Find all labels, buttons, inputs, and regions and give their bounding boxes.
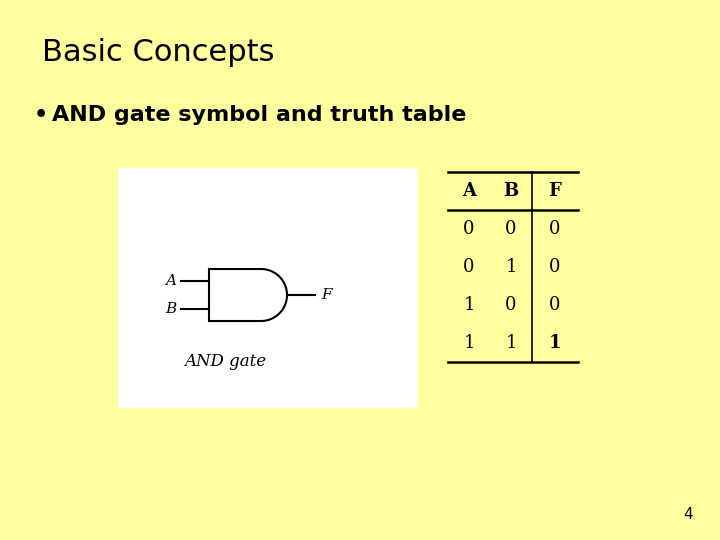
FancyBboxPatch shape	[118, 168, 418, 408]
Text: Basic Concepts: Basic Concepts	[42, 38, 274, 67]
Text: 0: 0	[463, 220, 474, 238]
Text: 0: 0	[505, 296, 517, 314]
Text: 0: 0	[505, 220, 517, 238]
Text: 1: 1	[463, 334, 474, 352]
Text: 1: 1	[549, 334, 562, 352]
Text: 0: 0	[549, 258, 561, 276]
Text: 0: 0	[549, 220, 561, 238]
Text: •: •	[34, 105, 48, 125]
Text: A: A	[165, 274, 176, 288]
Text: AND gate symbol and truth table: AND gate symbol and truth table	[52, 105, 467, 125]
Text: F: F	[549, 182, 562, 200]
Text: B: B	[503, 182, 518, 200]
Text: 1: 1	[463, 296, 474, 314]
Text: A: A	[462, 182, 476, 200]
Text: AND gate: AND gate	[184, 353, 266, 370]
Text: B: B	[165, 302, 176, 316]
Text: 4: 4	[683, 507, 693, 522]
Text: F: F	[321, 288, 332, 302]
Text: 0: 0	[549, 296, 561, 314]
Text: 0: 0	[463, 258, 474, 276]
Text: 1: 1	[505, 258, 517, 276]
Text: 1: 1	[505, 334, 517, 352]
PathPatch shape	[209, 269, 287, 321]
